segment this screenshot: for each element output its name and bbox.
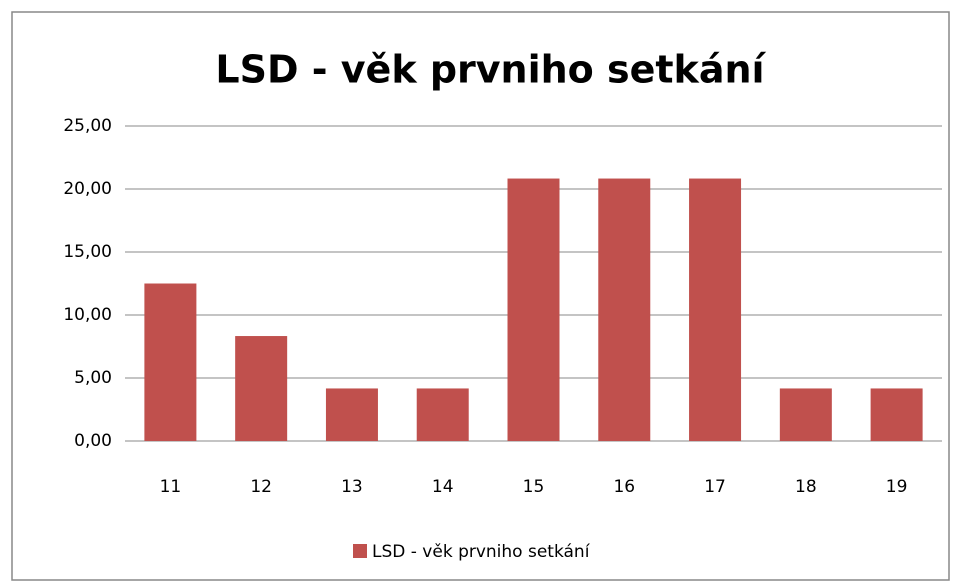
legend-label: LSD - věk prvniho setkání (372, 542, 591, 562)
legend-swatch (353, 544, 367, 558)
bar (689, 178, 742, 442)
x-tick-label: 18 (795, 477, 817, 497)
bar (779, 388, 832, 441)
y-tick-label: 0,00 (74, 431, 112, 451)
x-tick-label: 15 (523, 477, 545, 497)
bar (325, 388, 378, 441)
x-tick-label: 16 (613, 477, 635, 497)
x-tick-label: 13 (341, 477, 363, 497)
bar (598, 178, 651, 442)
x-tick-label: 12 (250, 477, 272, 497)
bar (144, 283, 197, 441)
x-tick-label: 19 (886, 477, 908, 497)
bar (235, 336, 288, 441)
chart-title: LSD - věk prvniho setkání (215, 48, 766, 92)
x-tick-label: 17 (704, 477, 726, 497)
y-tick-label: 20,00 (63, 179, 112, 199)
bar (416, 388, 469, 441)
y-tick-label: 5,00 (74, 368, 112, 388)
y-tick-label: 10,00 (63, 305, 112, 325)
y-tick-label: 15,00 (63, 242, 112, 262)
bar (507, 178, 560, 442)
x-tick-label: 11 (160, 477, 182, 497)
x-tick-label: 14 (432, 477, 454, 497)
y-tick-label: 25,00 (63, 116, 112, 136)
bar (870, 388, 923, 441)
